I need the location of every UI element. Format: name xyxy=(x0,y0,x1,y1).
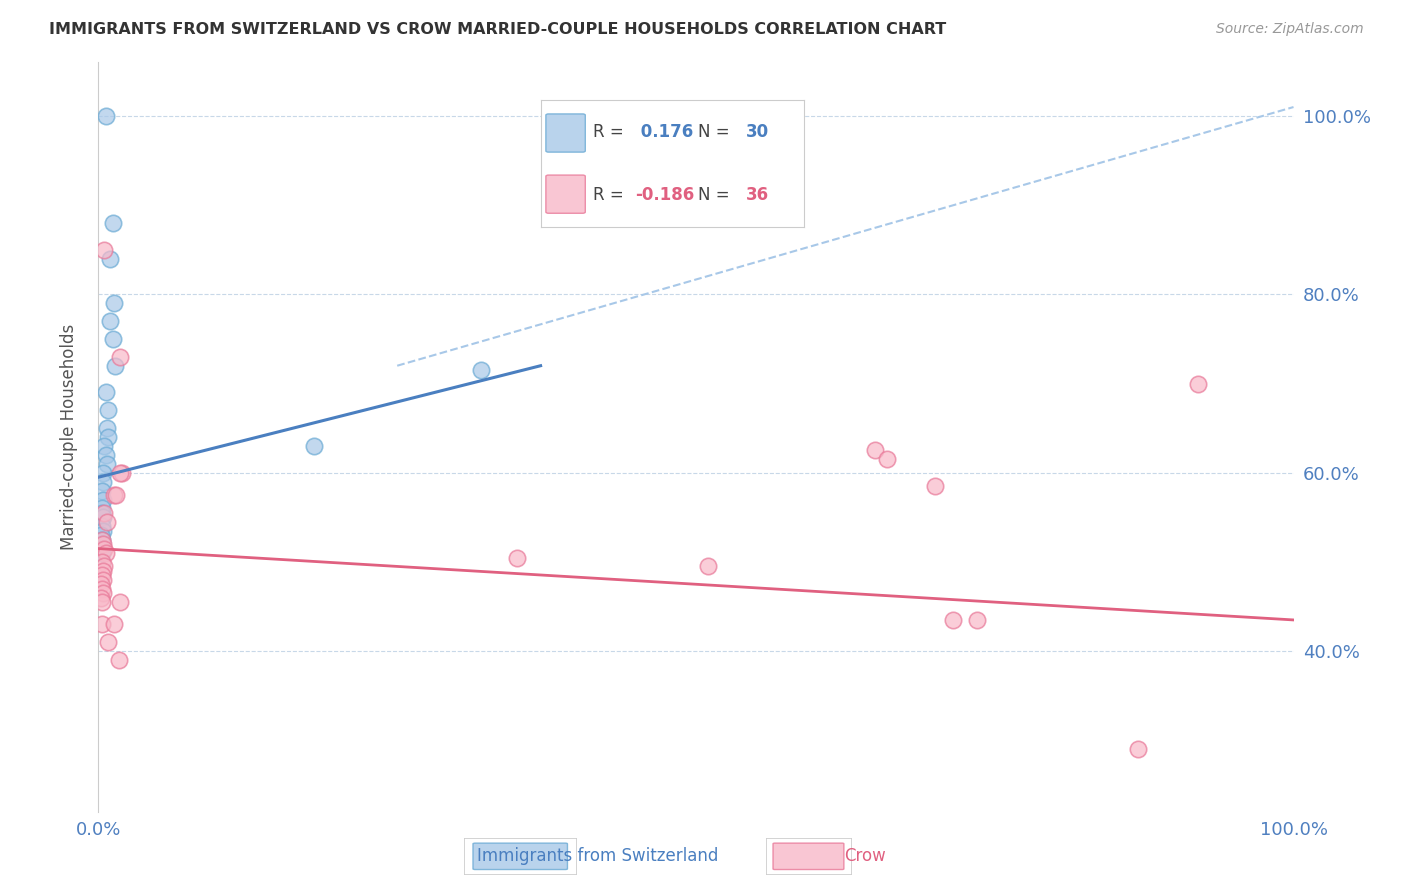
Point xyxy=(94,385,117,400)
Point xyxy=(97,635,120,649)
FancyBboxPatch shape xyxy=(773,843,844,870)
Point xyxy=(91,564,114,578)
Point xyxy=(101,332,124,346)
Point xyxy=(93,559,115,574)
Point xyxy=(91,533,114,547)
Point xyxy=(103,488,125,502)
Point xyxy=(91,537,114,551)
Point xyxy=(91,533,114,547)
Point xyxy=(91,568,114,582)
Point xyxy=(966,613,988,627)
Text: Immigrants from Switzerland: Immigrants from Switzerland xyxy=(477,847,718,865)
Point xyxy=(865,443,887,458)
Point xyxy=(98,252,122,266)
Point xyxy=(108,466,131,480)
Point xyxy=(111,466,134,480)
Point xyxy=(93,506,115,520)
Point xyxy=(94,448,117,462)
Point xyxy=(924,479,946,493)
Point xyxy=(91,506,114,520)
Point xyxy=(105,488,128,502)
Point xyxy=(97,403,120,417)
Point xyxy=(91,573,114,587)
Text: Crow: Crow xyxy=(844,847,886,865)
Text: IMMIGRANTS FROM SWITZERLAND VS CROW MARRIED-COUPLE HOUSEHOLDS CORRELATION CHART: IMMIGRANTS FROM SWITZERLAND VS CROW MARR… xyxy=(49,22,946,37)
Point xyxy=(94,546,117,560)
Point xyxy=(94,109,117,123)
Point xyxy=(91,537,114,551)
Point xyxy=(91,501,114,516)
Point xyxy=(98,314,122,328)
Point xyxy=(97,430,120,444)
Point xyxy=(876,452,898,467)
Point xyxy=(96,421,118,435)
Point xyxy=(107,653,129,667)
Point xyxy=(91,617,114,632)
Point xyxy=(101,216,124,230)
Point xyxy=(91,519,114,533)
Point xyxy=(942,613,965,627)
Point xyxy=(103,296,125,310)
Point xyxy=(91,595,114,609)
Point xyxy=(103,617,125,632)
Point xyxy=(93,243,115,257)
Point xyxy=(91,524,114,538)
Point xyxy=(91,546,114,560)
Point xyxy=(96,457,118,471)
Point xyxy=(697,559,720,574)
Point xyxy=(93,439,115,453)
Point xyxy=(470,363,492,377)
Point xyxy=(91,510,114,524)
Point xyxy=(91,492,114,507)
Point xyxy=(90,541,112,556)
Point xyxy=(302,439,325,453)
Point xyxy=(1187,376,1209,391)
Point xyxy=(506,550,529,565)
Point xyxy=(91,586,114,600)
Point xyxy=(91,475,114,489)
Point xyxy=(104,359,127,373)
Y-axis label: Married-couple Households: Married-couple Households xyxy=(59,324,77,550)
Point xyxy=(108,350,131,364)
Point xyxy=(91,466,114,480)
Point xyxy=(90,577,112,591)
Point xyxy=(91,582,114,596)
Point xyxy=(96,515,118,529)
Point xyxy=(90,528,112,542)
Point xyxy=(1128,742,1150,756)
Point xyxy=(90,591,112,605)
Point xyxy=(108,595,131,609)
Text: Source: ZipAtlas.com: Source: ZipAtlas.com xyxy=(1216,22,1364,37)
Point xyxy=(91,483,114,498)
Point xyxy=(93,541,115,556)
Point xyxy=(91,555,114,569)
FancyBboxPatch shape xyxy=(472,843,568,870)
